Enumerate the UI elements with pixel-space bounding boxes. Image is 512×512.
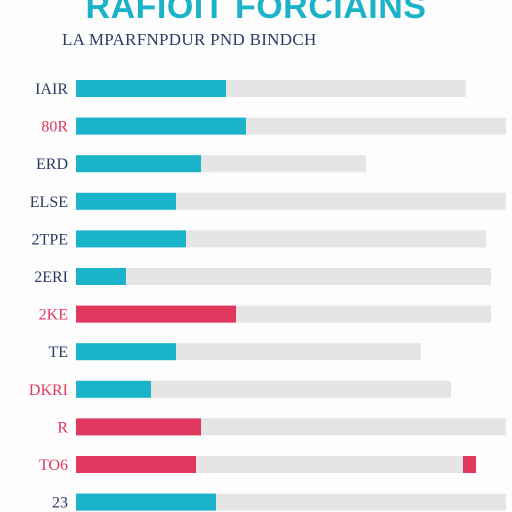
category-label: 2TPE [32,231,68,248]
bar [76,268,126,285]
bar [76,456,196,473]
bar [76,117,246,135]
bar [76,305,236,323]
category-label: R [57,419,68,436]
bar [76,418,201,436]
bar [76,380,151,398]
category-label: 23 [52,495,68,512]
bar [76,192,176,210]
category-label: ERD [36,156,68,173]
bar-end-marker [463,456,476,473]
category-label: ELSE [30,194,68,211]
category-label: TE [48,344,68,361]
bar-track [76,380,451,398]
bar [76,80,226,97]
category-label: DKRI [29,382,68,399]
chart-subtitle: LA MPARFNPDUR PND BINDCH [62,30,317,49]
bar-track [76,192,506,210]
bar [76,155,201,173]
category-label: 80R [41,119,68,136]
category-label: IAIR [35,81,68,98]
bar [76,230,186,248]
category-label: TO6 [39,457,68,474]
bar [76,343,176,361]
category-label: 2ERI [34,269,68,286]
bar-track [76,268,491,285]
bar [76,493,216,511]
category-label: 2KE [39,307,68,324]
chart-title: RAFIOIT FORCIAINS [85,0,427,26]
